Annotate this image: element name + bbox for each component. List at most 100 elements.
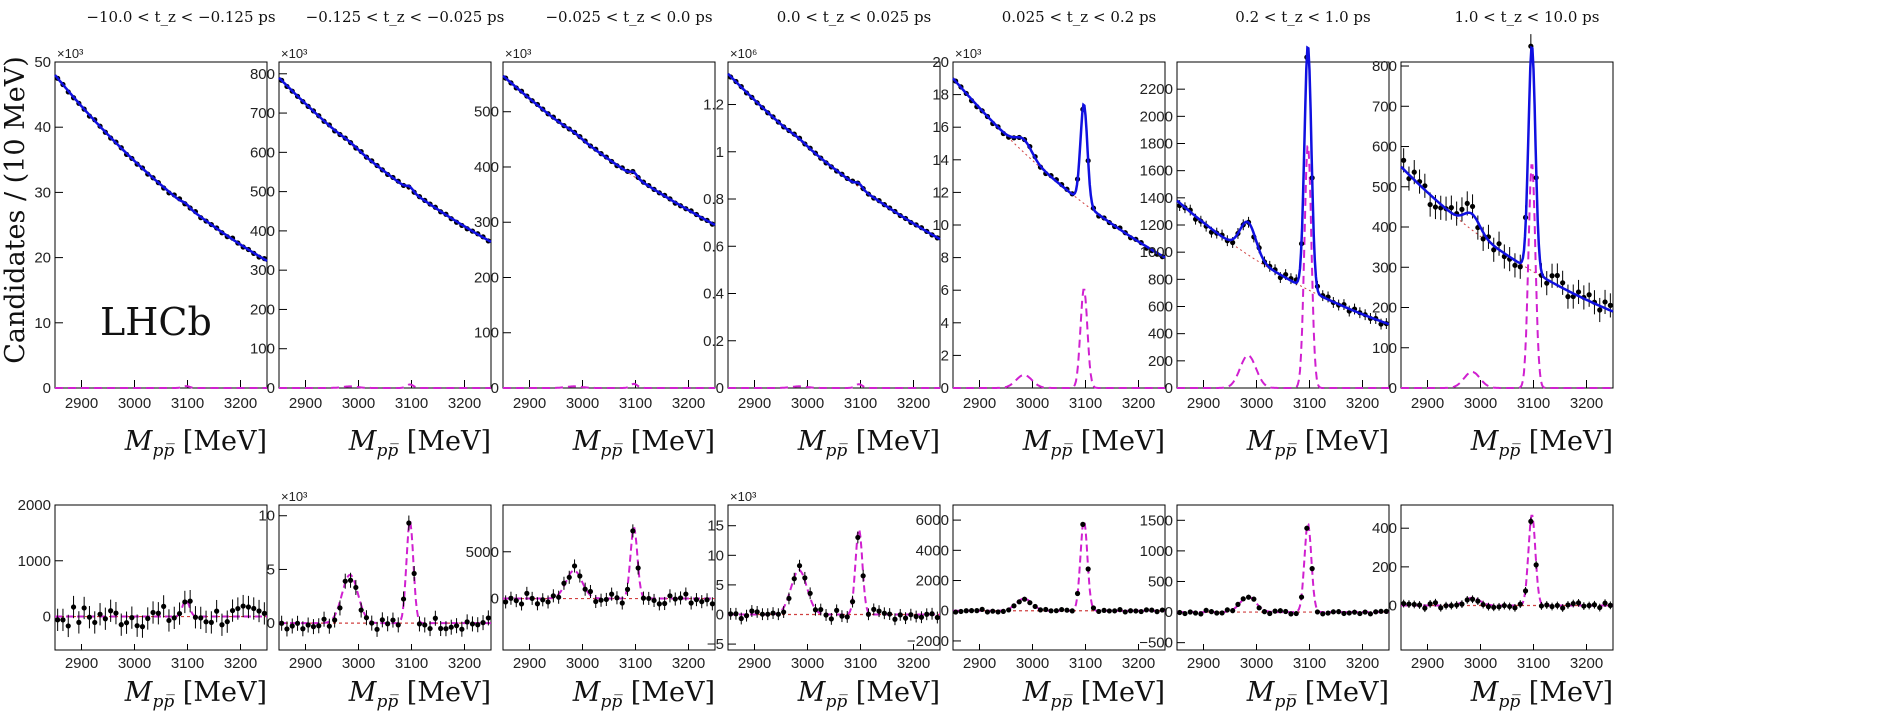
panel-title: 1.0 < t_z < 10.0 ps: [1455, 8, 1600, 26]
top-xtick-label: 2900: [513, 395, 546, 412]
bottom-data-point: [161, 603, 167, 609]
bottom-x-axis-label: Mpp̅ [MeV]: [797, 677, 940, 712]
top-background-curve: [727, 73, 941, 240]
bottom-data-point: [1411, 601, 1417, 608]
bottom-data-point: [513, 598, 519, 604]
bottom-data-point: [1416, 602, 1423, 608]
bottom-data-point: [1575, 600, 1582, 606]
bottom-data-point: [469, 621, 476, 627]
bottom-data-point: [1438, 605, 1444, 611]
bottom-data-point: [1016, 599, 1022, 605]
bottom-data-point: [337, 605, 343, 611]
bottom-data-point: [1090, 605, 1097, 611]
bottom-data-point: [1032, 603, 1038, 610]
bottom-data-point: [1112, 608, 1118, 614]
top-background-curve: [278, 77, 492, 243]
top-ytick-label: 700: [250, 105, 275, 122]
top-ytick-label: 100: [250, 341, 275, 358]
top-xtick-label: 3000: [1464, 395, 1497, 412]
top-data-point: [1512, 262, 1518, 268]
top-data-point: [1464, 200, 1470, 207]
top-ytick-label: 6: [941, 282, 949, 299]
bottom-data-point: [1149, 607, 1155, 613]
bottom-data-point: [1096, 608, 1102, 615]
bottom-data-point: [379, 617, 385, 623]
bottom-data-point: [294, 620, 301, 626]
bottom-data-point: [1357, 610, 1363, 617]
bottom-data-point: [1422, 605, 1428, 611]
bottom-data-point: [786, 595, 792, 602]
bottom-data-point: [1101, 607, 1107, 613]
bottom-data-point: [1154, 609, 1160, 615]
panel-6: 0.2 < t_z < 1.0 ps 0 200 400 600 800 1000 1200 1…: [1139, 8, 1390, 712]
bottom-data-point: [1336, 609, 1342, 615]
top-multiplier: ×10³: [281, 46, 308, 61]
top-ytick-label: 600: [250, 144, 275, 161]
bottom-data-point: [145, 615, 151, 622]
bottom-data-point: [545, 599, 551, 605]
top-xtick-label: 2900: [1187, 395, 1220, 412]
top-ytick-label: 8: [941, 250, 949, 267]
bottom-data-point: [1074, 590, 1081, 597]
bottom-data-point: [1480, 601, 1486, 608]
top-background-curve: [952, 77, 1166, 259]
bottom-data-point: [699, 599, 705, 605]
top-background-curve: [502, 75, 716, 226]
bottom-data-point: [503, 599, 509, 605]
top-ytick-label: 0: [267, 380, 275, 397]
bottom-ytick-label: 5: [716, 577, 724, 594]
bottom-data-point: [1432, 600, 1439, 606]
top-xtick-label: 3200: [224, 395, 257, 412]
top-ytick-label: 30: [34, 184, 51, 201]
bottom-data-point: [219, 622, 225, 628]
top-ytick-label: 14: [932, 152, 949, 169]
top-data-point: [1459, 206, 1465, 212]
bottom-data-point: [524, 590, 530, 596]
top-xtick-label: 2900: [65, 395, 98, 412]
top-fit-curve: [278, 76, 492, 243]
top-ytick-label: 2000: [1140, 108, 1173, 125]
bottom-data-point: [155, 610, 161, 616]
bottom-data-point: [566, 574, 572, 580]
bottom-ytick-label: 2000: [916, 573, 949, 590]
bottom-x-axis-label: Mpp̅ [MeV]: [124, 677, 267, 712]
top-signal-curve: [1401, 164, 1613, 389]
bottom-data-point: [97, 611, 103, 617]
bottom-data-point: [139, 624, 146, 630]
top-data-point: [1411, 169, 1417, 175]
bottom-x-axis-label: Mpp̅ [MeV]: [1246, 677, 1389, 712]
bottom-data-point: [865, 611, 872, 617]
top-ytick-label: 0: [1389, 380, 1397, 397]
bottom-data-point: [1304, 525, 1310, 531]
bottom-data-point: [358, 607, 364, 613]
bottom-data-point: [1293, 610, 1299, 617]
bottom-data-point: [892, 616, 898, 622]
bottom-frame: [952, 504, 1166, 651]
bottom-data-point: [770, 610, 776, 616]
bottom-data-point: [733, 611, 739, 617]
bottom-data-point: [968, 608, 975, 614]
bottom-data-point: [1085, 566, 1091, 572]
bottom-data-point: [1159, 607, 1165, 613]
bottom-data-point: [1214, 610, 1220, 616]
bottom-x-axis-label: Mpp̅ [MeV]: [572, 677, 715, 712]
top-multiplier: ×10³: [57, 46, 84, 61]
bottom-data-point: [475, 622, 481, 628]
bottom-data-point: [1127, 608, 1134, 614]
bottom-data-point: [1203, 607, 1209, 613]
bottom-data-point: [849, 599, 856, 605]
bottom-data-point: [464, 619, 470, 625]
bottom-data-point: [1043, 606, 1049, 613]
bottom-xtick-label: 3000: [342, 655, 375, 672]
top-frame: [1176, 61, 1390, 389]
bottom-xtick-label: 3200: [1570, 655, 1603, 672]
bottom-multiplier: ×10³: [730, 489, 757, 504]
top-ytick-label: 0: [941, 380, 949, 397]
bottom-data-point: [1351, 609, 1358, 615]
bottom-xtick-label: 3000: [791, 655, 824, 672]
bottom-ytick-label: 0: [1389, 598, 1397, 615]
experiment-logo: LHCb: [100, 300, 212, 344]
top-data-point: [1602, 299, 1608, 305]
bottom-data-point: [342, 578, 348, 584]
